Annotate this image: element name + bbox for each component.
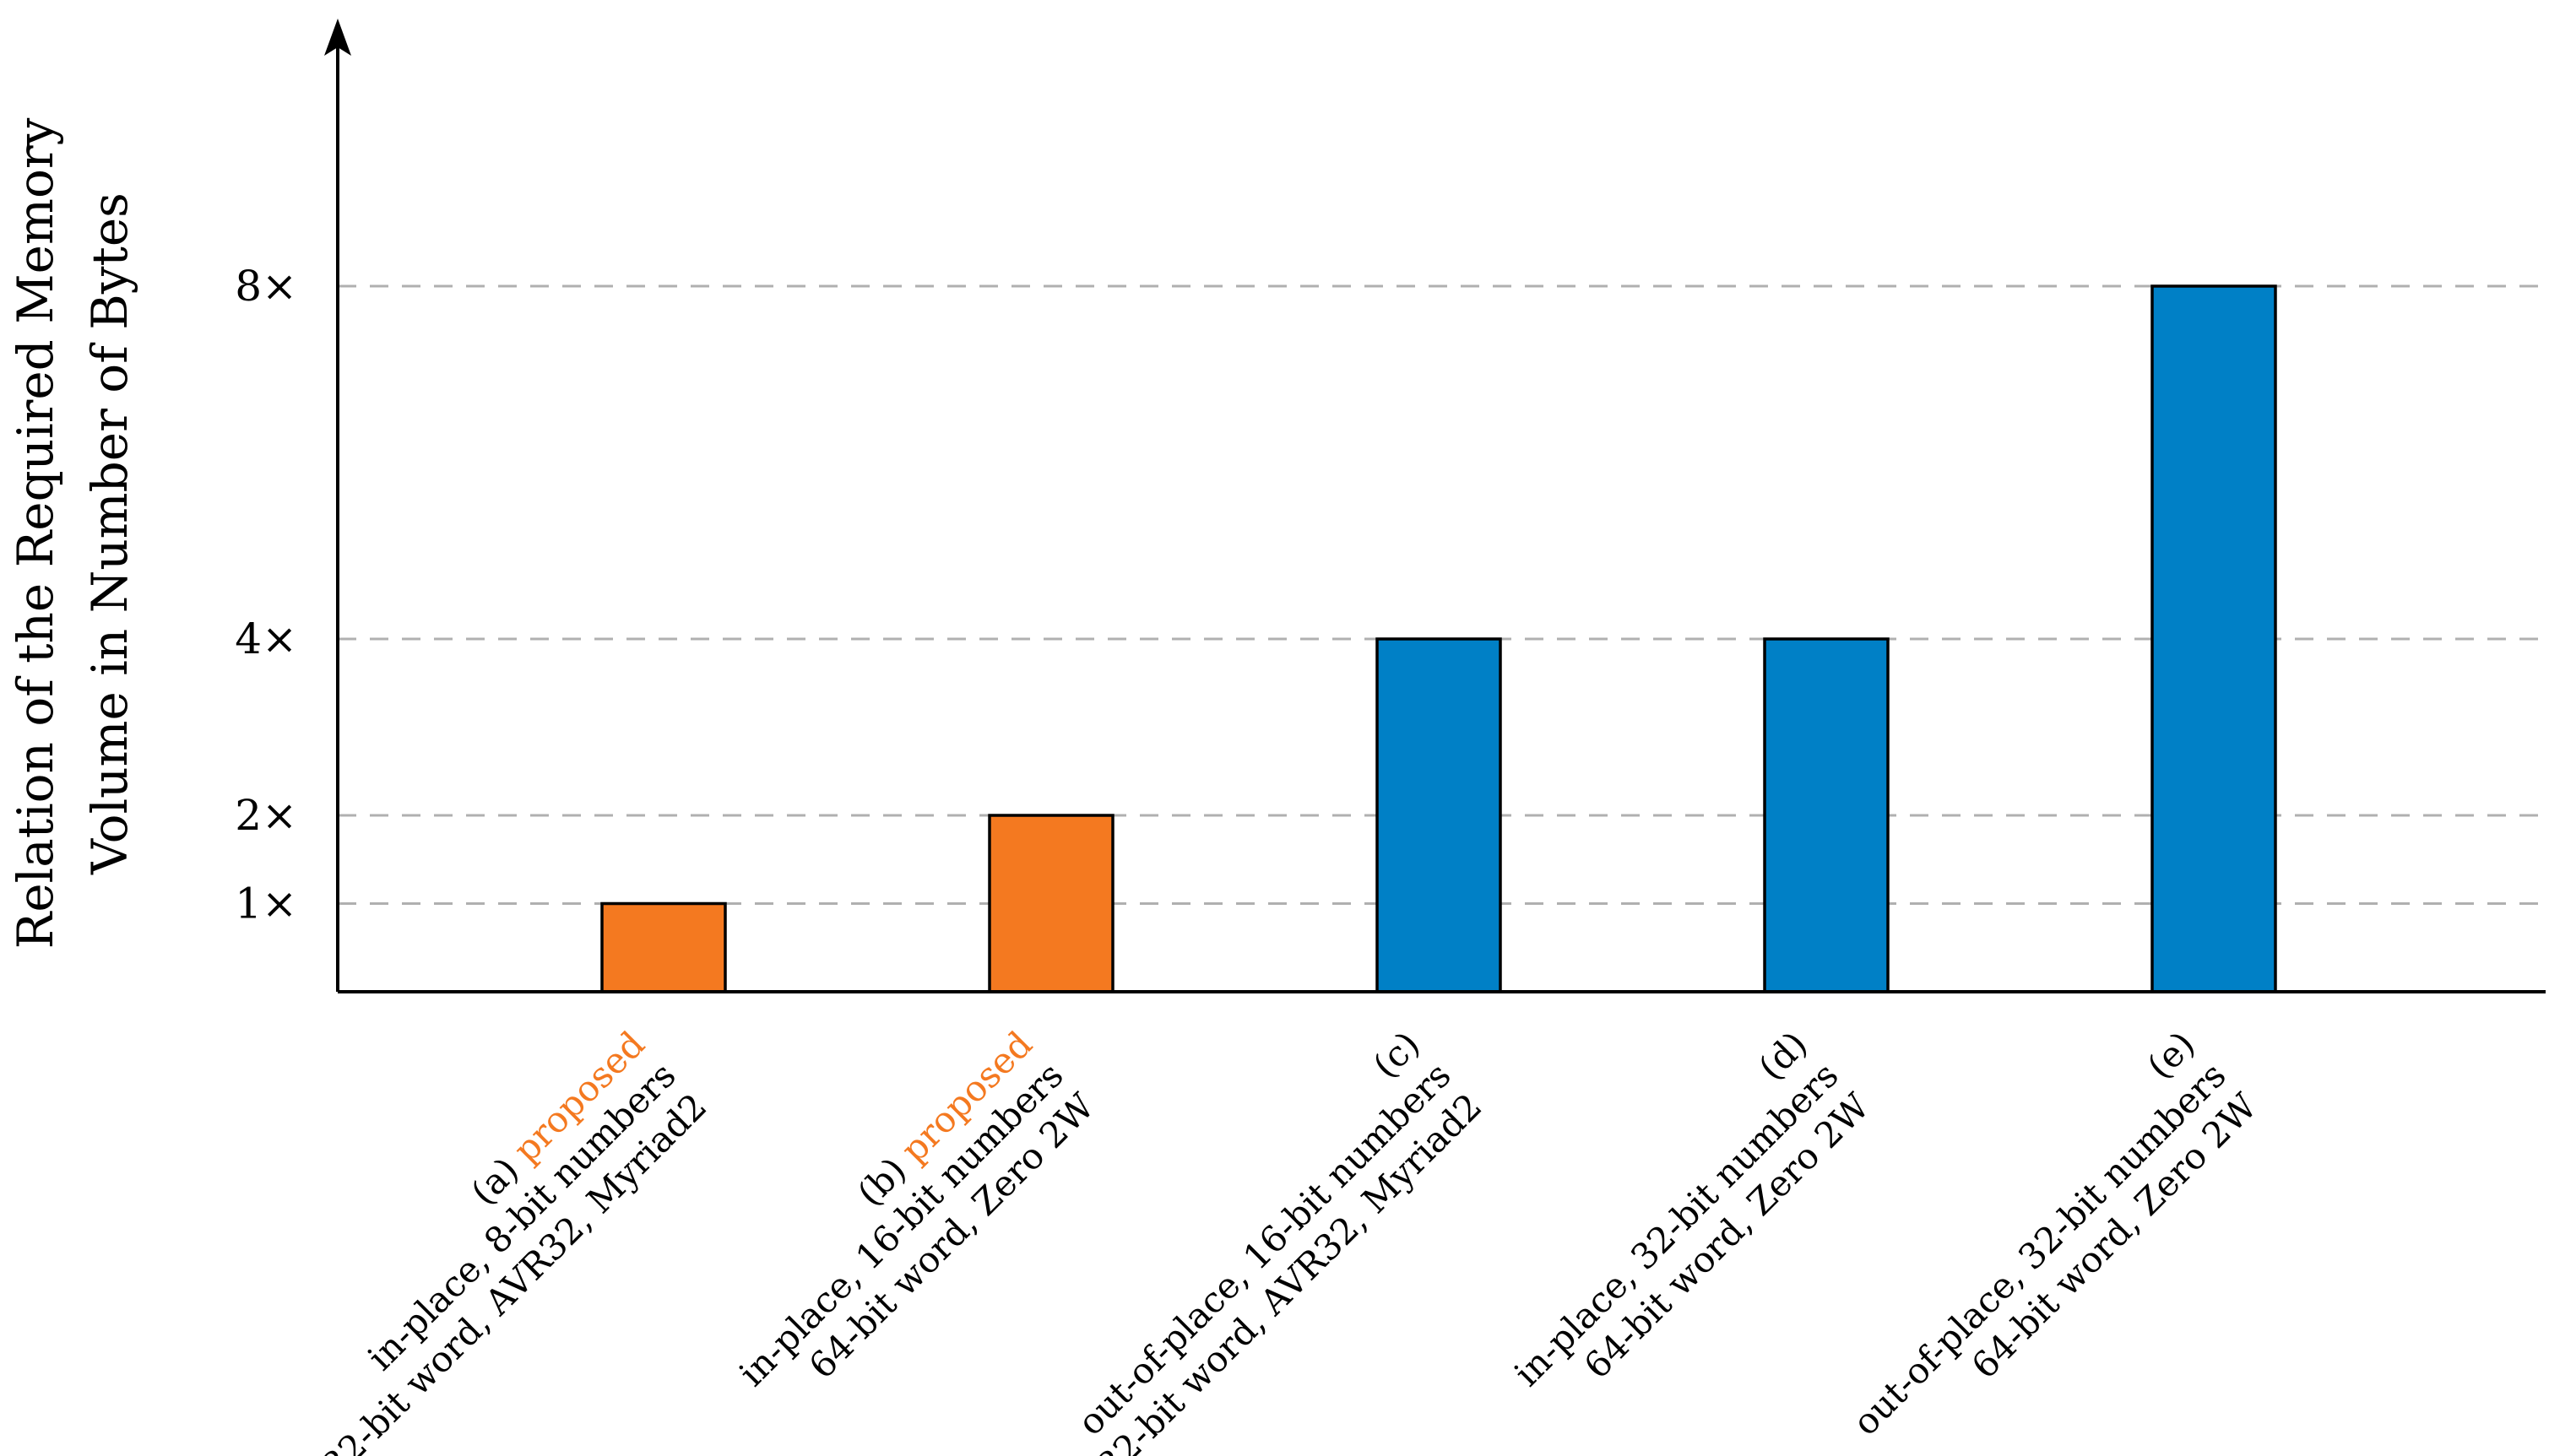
axes <box>324 19 2546 993</box>
y-axis-label-line-1: Relation of the Required Memory <box>7 117 64 949</box>
category-line: 64-bit word, Zero 2W <box>1576 1085 1878 1386</box>
category-line: out-of-place, 32-bit numbers <box>1845 1054 2234 1443</box>
bar-e <box>2150 284 2277 993</box>
bar-d <box>1763 637 1890 993</box>
y-axis-label: Relation of the Required Memory Volume i… <box>7 117 138 949</box>
category-line: 64-bit word, Zero 2W <box>1964 1085 2265 1386</box>
category-line: in-place, 16-bit numbers <box>731 1054 1071 1394</box>
y-axis-label-line-2: Volume in Number of Bytes <box>81 192 138 875</box>
category-line: in-place, 32-bit numbers <box>1506 1054 1847 1394</box>
bar-a <box>600 901 727 993</box>
category-line: 32-bit word, AVR32, Myriad2 <box>1089 1085 1490 1456</box>
bars <box>600 284 2277 993</box>
category-line: in-place, 8-bit numbers <box>360 1054 684 1378</box>
y-tick-label: 2× <box>235 791 297 840</box>
category-line: out-of-place, 16-bit numbers <box>1070 1054 1459 1443</box>
bar-b <box>988 814 1115 993</box>
y-axis-arrowhead <box>324 19 351 56</box>
y-tick-labels: 1× 2× 4× 8× <box>235 262 297 928</box>
y-tick-label: 4× <box>235 614 297 663</box>
y-tick-label: 8× <box>235 262 297 311</box>
bar-c <box>1375 637 1502 993</box>
y-tick-label: 1× <box>235 880 297 928</box>
